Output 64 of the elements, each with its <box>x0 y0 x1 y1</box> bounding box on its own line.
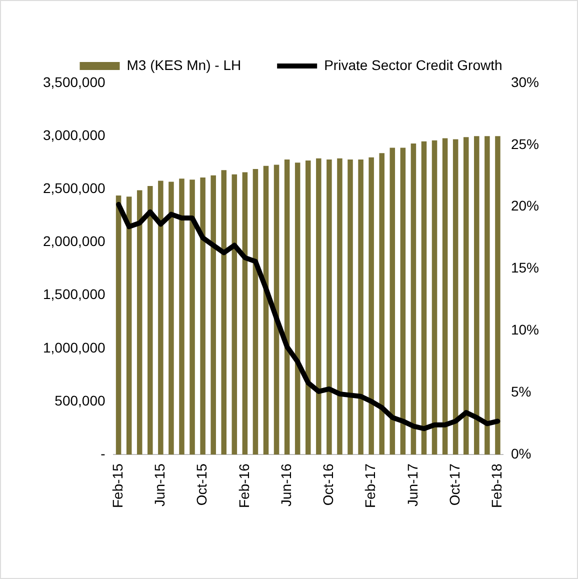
y-tick-label: 1,000,000 <box>42 339 106 356</box>
bar <box>232 174 238 455</box>
y-tick-label: 500,000 <box>54 392 106 408</box>
bar <box>210 175 216 455</box>
bar <box>242 172 248 455</box>
legend-label: M3 (KES Mn) - LH <box>126 56 242 73</box>
y2-tick-label: 20% <box>510 198 540 214</box>
x-tick-label: Feb-15 <box>109 463 126 508</box>
bar <box>200 178 206 455</box>
bar <box>326 159 332 455</box>
bar <box>148 186 153 455</box>
bar <box>368 157 374 455</box>
bar <box>221 170 227 455</box>
bar <box>400 148 406 455</box>
x-tick-label: Jun-16 <box>278 463 294 506</box>
y-tick-label: 2,000,000 <box>42 233 106 250</box>
y2-tick-label: 25% <box>510 136 540 152</box>
y2-tick-label: 10% <box>510 322 540 338</box>
x-tick-label: Feb-17 <box>362 463 378 508</box>
bar <box>263 166 269 455</box>
bar <box>116 196 122 455</box>
bar <box>452 139 458 455</box>
x-tick-label: Jun-15 <box>152 463 168 506</box>
bar <box>432 140 438 455</box>
bar <box>294 162 300 455</box>
bar <box>126 196 132 455</box>
bar <box>484 136 490 455</box>
bar <box>421 141 427 455</box>
x-tick-label: Oct-16 <box>320 463 336 506</box>
bar <box>358 159 364 455</box>
y2-tick-label: 0% <box>510 446 532 462</box>
legend-label: Private Sector Credit Growth <box>324 56 502 73</box>
x-tick-label: Jun-17 <box>404 463 420 506</box>
bar <box>463 137 469 455</box>
y-tick-label: 3,000,000 <box>42 126 106 143</box>
bar <box>410 144 416 455</box>
bar <box>190 180 195 455</box>
bar <box>168 182 174 455</box>
bar <box>474 136 480 455</box>
y2-tick-label: 5% <box>510 384 532 400</box>
bar <box>348 159 353 455</box>
x-tick-label: Feb-18 <box>488 463 505 508</box>
x-tick-label: Oct-17 <box>446 463 462 506</box>
x-tick-label: Feb-16 <box>236 463 252 508</box>
bar <box>442 138 448 455</box>
bar <box>337 158 342 455</box>
bar <box>136 190 142 455</box>
bar <box>390 148 396 455</box>
y-tick-label: 3,500,000 <box>42 74 106 90</box>
bar <box>274 164 280 455</box>
bar <box>495 136 500 455</box>
bar <box>284 159 290 455</box>
bar <box>252 169 258 455</box>
bar <box>158 180 164 455</box>
bar <box>306 160 311 455</box>
x-tick-label: Oct-15 <box>194 463 210 506</box>
y2-tick-label: 30% <box>510 74 540 90</box>
y2-tick-label: 15% <box>510 260 540 276</box>
bar <box>316 158 322 455</box>
bar <box>179 178 184 455</box>
y-tick-label: 1,500,000 <box>42 286 106 302</box>
y-tick-label: 2,500,000 <box>42 180 106 196</box>
bar <box>379 153 384 455</box>
y-tick-label: - <box>100 446 106 462</box>
